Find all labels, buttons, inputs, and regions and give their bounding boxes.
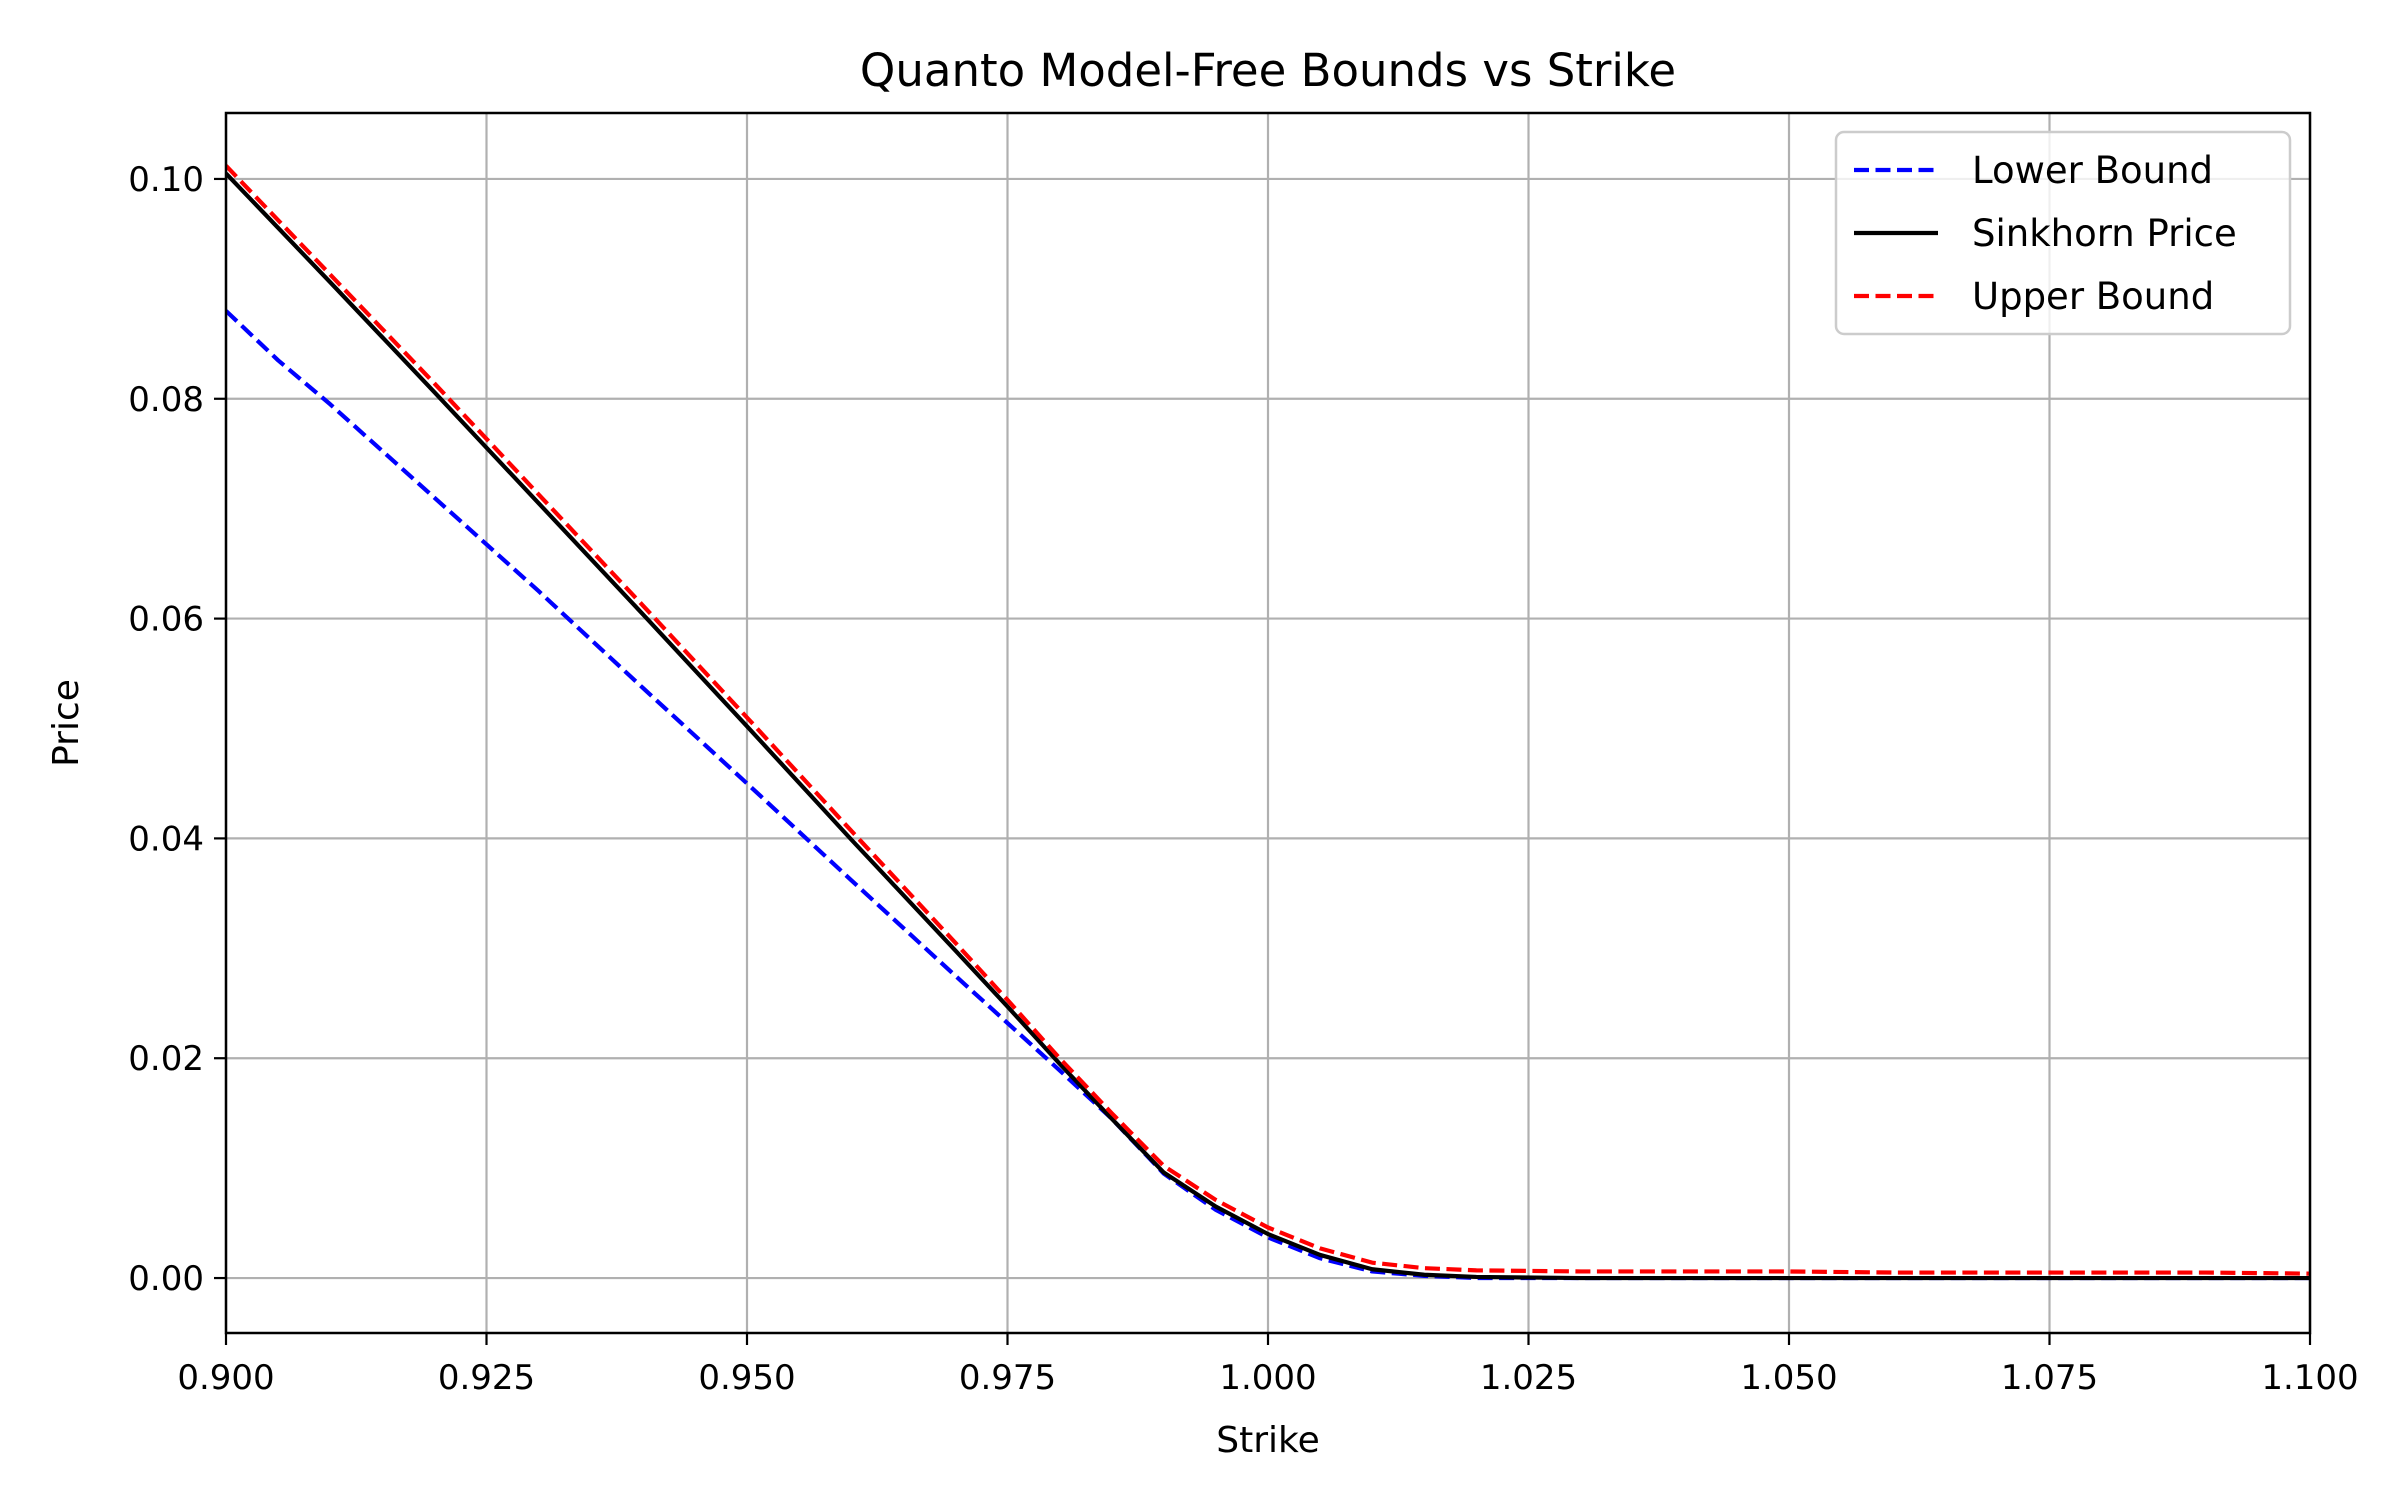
x-tick-label: 1.025 xyxy=(1480,1358,1577,1398)
legend-entry-upper-bound: Upper Bound xyxy=(1854,275,2214,318)
x-tick-label: 0.950 xyxy=(698,1358,795,1398)
x-tick-label: 0.975 xyxy=(959,1358,1056,1398)
legend-entry-lower-bound: Lower Bound xyxy=(1854,149,2213,192)
x-tick-label: 1.100 xyxy=(2261,1358,2358,1398)
legend-label: Upper Bound xyxy=(1972,275,2214,318)
x-tick-label: 1.075 xyxy=(2001,1358,2098,1398)
x-tick-label: 1.050 xyxy=(1740,1358,1837,1398)
legend-label: Lower Bound xyxy=(1972,149,2213,192)
legend-entries: Lower Bound Sinkhorn Price Upper Bound xyxy=(1854,149,2237,318)
x-tick-label: 1.000 xyxy=(1219,1358,1316,1398)
lower-bound-line xyxy=(226,309,2310,1281)
chart-title: Quanto Model-Free Bounds vs Strike xyxy=(860,44,1676,97)
sinkhorn-price-line xyxy=(226,171,2310,1281)
y-tick-label: 0.10 xyxy=(128,160,204,200)
plot-area xyxy=(226,164,2310,1281)
y-tick-label: 0.06 xyxy=(128,600,204,640)
legend: Lower Bound Sinkhorn Price Upper Bound xyxy=(1834,130,2292,336)
x-axis-ticks: 0.900 0.925 0.950 0.975 1.000 1.025 1.050 1.075… xyxy=(177,1333,2359,1398)
legend-entry-sinkhorn-price: Sinkhorn Price xyxy=(1854,212,2237,255)
y-tick-label: 0.02 xyxy=(128,1039,204,1079)
y-tick-label: 0.08 xyxy=(128,380,204,420)
legend-label: Sinkhorn Price xyxy=(1972,212,2237,255)
y-axis-ticks: 0.00 0.02 0.04 0.06 0.08 0.10 xyxy=(128,160,226,1299)
x-tick-label: 0.925 xyxy=(438,1358,535,1398)
upper-bound-line xyxy=(226,164,2310,1276)
y-tick-label: 0.04 xyxy=(128,819,204,859)
y-tick-label: 0.00 xyxy=(128,1259,204,1299)
y-axis-title: Price xyxy=(46,679,87,767)
legend-box xyxy=(1834,130,2292,336)
x-axis-title: Strike xyxy=(1216,1420,1319,1461)
x-tick-label: 0.900 xyxy=(177,1358,274,1398)
